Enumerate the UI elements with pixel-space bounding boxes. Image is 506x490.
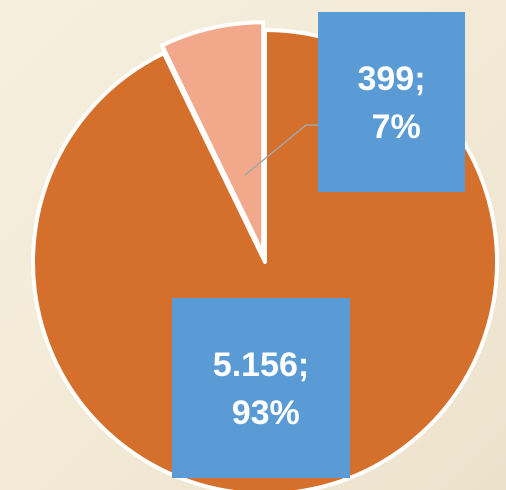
data-label-line: 7% (362, 108, 421, 146)
data-label-line: 5.156; (213, 346, 309, 384)
data-label-line: 399; (357, 60, 425, 98)
data-label-line: 93% (222, 394, 300, 432)
data-label-box (318, 12, 465, 192)
leader-line (244, 124, 318, 176)
data-label: 399; 7% (357, 60, 425, 146)
data-label: 5.156; 93% (213, 346, 309, 432)
pie-slice (160, 20, 266, 257)
data-label-box (172, 298, 350, 478)
